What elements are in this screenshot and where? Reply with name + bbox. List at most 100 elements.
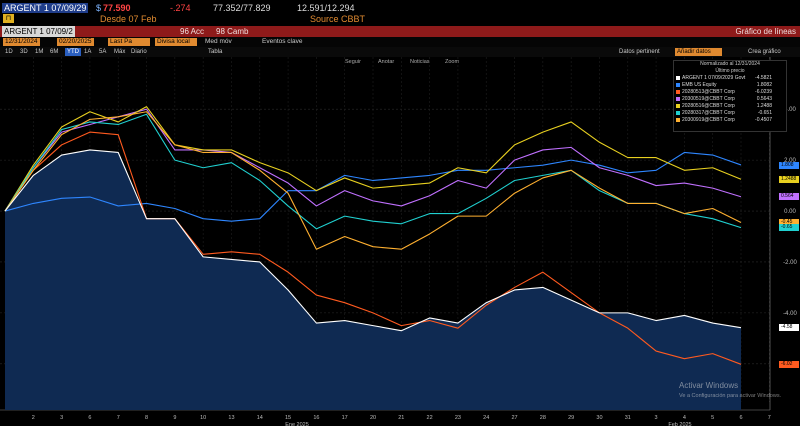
series-line[interactable] [4, 151, 742, 222]
x-tick-label: 15 [285, 415, 291, 421]
x-tick-label: 31 [625, 415, 631, 421]
line-chart[interactable]: 4.002.000.00-2.00-4.00-6.002367891013141… [0, 57, 800, 426]
period-5a[interactable]: 5A [99, 49, 107, 55]
annotate-button[interactable]: Anotar [378, 59, 395, 65]
add-data-field[interactable]: Añadir datos [675, 48, 722, 56]
x-tick-label: 20 [370, 415, 376, 421]
x-tick-label: 14 [257, 415, 263, 421]
legend-series-value: -6.0239 [755, 89, 772, 95]
x-tick-label: 10 [200, 415, 206, 421]
x-tick-label: 27 [511, 415, 517, 421]
security-field[interactable]: ARGENT 1 07/09/2 [2, 26, 75, 37]
legend-header: Normalizado al 12/31/2024 [700, 61, 760, 67]
x-tick-label: 4 [683, 415, 686, 421]
period-3d[interactable]: 3D [20, 49, 28, 55]
options-bar [0, 37, 800, 47]
news-button[interactable]: Noticias [410, 59, 430, 65]
last-value-tag: -4.58 [779, 324, 799, 332]
period-diario[interactable]: Diario [131, 49, 147, 55]
legend-item[interactable]: 20300519@CBBT Corp 0.5643 [674, 96, 786, 103]
month-label: Ene 2025 [285, 422, 309, 426]
last-price: 77.590 [103, 3, 131, 13]
change-menu[interactable]: 98 Camb [216, 27, 249, 36]
actions-menu[interactable]: 96 Acc [180, 27, 205, 36]
series-line[interactable] [4, 131, 742, 365]
zoom-button[interactable]: Zoom [445, 59, 460, 65]
legend-item[interactable]: EMB US Equity 1.8082 [674, 82, 786, 89]
legend-subheader: Último precio [715, 68, 745, 74]
legend-series-name: 20300919@CBBT Corp [682, 117, 735, 123]
period-bar [0, 47, 800, 57]
y-tick-label: -2.00 [783, 260, 797, 266]
series-line[interactable] [4, 108, 742, 212]
legend-item[interactable]: 20280317@CBBT Corp -0.651 [674, 110, 786, 117]
last-price-select[interactable]: Last Pa [108, 38, 150, 46]
menu-icon[interactable]: ⊓ [3, 14, 14, 23]
last-value-tag: 1.808 [779, 161, 799, 169]
chart-title: Gráfico de líneas [735, 27, 796, 36]
x-tick-label: 3 [655, 415, 658, 421]
legend-item[interactable]: 20300919@CBBT Corp -0.4507 [674, 117, 786, 124]
series-line[interactable] [4, 149, 742, 332]
ticker-badge[interactable]: ARGENT 1 07/09/29 [2, 3, 89, 13]
since-date: Desde 07 Feb [100, 14, 157, 24]
period-máx[interactable]: Máx [114, 49, 126, 55]
legend-swatch [676, 90, 680, 94]
key-events-toggle[interactable]: Eventos clave [262, 38, 303, 45]
legend-item[interactable]: 20280513@CBBT Corp -6.0239 [674, 89, 786, 96]
x-tick-label: 8 [145, 415, 148, 421]
series-line[interactable] [4, 113, 742, 230]
x-tick-label: 7 [768, 415, 771, 421]
legend-series-name: 20280516@CBBT Corp [682, 103, 735, 109]
legend-series-value: 1.2488 [756, 103, 772, 109]
last-value-tag: -0.45 [779, 218, 799, 226]
start-date-field[interactable]: 12/31/2024 [3, 38, 40, 46]
x-tick-label: 28 [540, 415, 546, 421]
source-label: Source CBBT [310, 14, 366, 24]
month-label: Feb 2025 [668, 422, 691, 426]
x-tick-label: 3 [60, 415, 63, 421]
legend-series-name: 20280513@CBBT Corp [682, 89, 735, 95]
price-change: -.274 [170, 3, 191, 13]
x-tick-label: 23 [455, 415, 461, 421]
follow-button[interactable]: Seguir [345, 59, 361, 65]
y-tick-label: 0.00 [784, 209, 796, 215]
period-1d[interactable]: 1D [5, 49, 13, 55]
moving-average-toggle[interactable]: Med móv [205, 38, 232, 45]
table-toggle[interactable]: Tabla [208, 49, 223, 55]
y-tick-label: 4.00 [784, 107, 796, 113]
legend-item[interactable]: ARGENT 1 07/09/2029 Govt -4.5821 [674, 75, 786, 82]
series-line[interactable] [4, 106, 742, 212]
price-prefix: $ [96, 3, 102, 13]
series-area-argent [5, 149, 741, 410]
x-tick-label: 7 [117, 415, 120, 421]
bid-ask: 77.352/77.829 [213, 3, 271, 13]
yield-quote: 12.591/12.294 [297, 3, 355, 13]
x-tick-label: 29 [568, 415, 574, 421]
last-value-tag: 0.564 [779, 193, 799, 201]
x-tick-label: 6 [739, 415, 742, 421]
x-tick-label: 21 [398, 415, 404, 421]
period-1a[interactable]: 1A [84, 49, 92, 55]
y-tick-label: -4.00 [783, 311, 797, 317]
create-chart-button[interactable]: Crea gráfico [748, 49, 781, 55]
legend-series-name: 20280317@CBBT Corp [682, 110, 735, 116]
x-tick-label: 22 [427, 415, 433, 421]
period-6m[interactable]: 6M [50, 49, 59, 55]
x-tick-label: 30 [596, 415, 602, 421]
end-date-field[interactable]: 02/20/2025 [57, 38, 94, 46]
legend-swatch [676, 104, 680, 108]
x-tick-label: 24 [483, 415, 489, 421]
last-value-tag: -0.65 [779, 224, 799, 232]
x-tick-label: 16 [313, 415, 319, 421]
x-tick-label: 2 [32, 415, 35, 421]
last-value-tag: 1.2488 [779, 175, 799, 183]
currency-select[interactable]: Divisa local [155, 38, 197, 46]
activation-watermark-text: Ve a Configuración para activar Windows. [679, 393, 782, 399]
legend-series-value: -0.651 [757, 110, 772, 116]
legend-item[interactable]: 20280516@CBBT Corp 1.2488 [674, 103, 786, 110]
period-ytd[interactable]: YTD [65, 48, 81, 56]
series-line[interactable] [4, 111, 742, 250]
pertinent-data-button[interactable]: Datos pertinent [619, 49, 660, 55]
period-1m[interactable]: 1M [35, 49, 44, 55]
